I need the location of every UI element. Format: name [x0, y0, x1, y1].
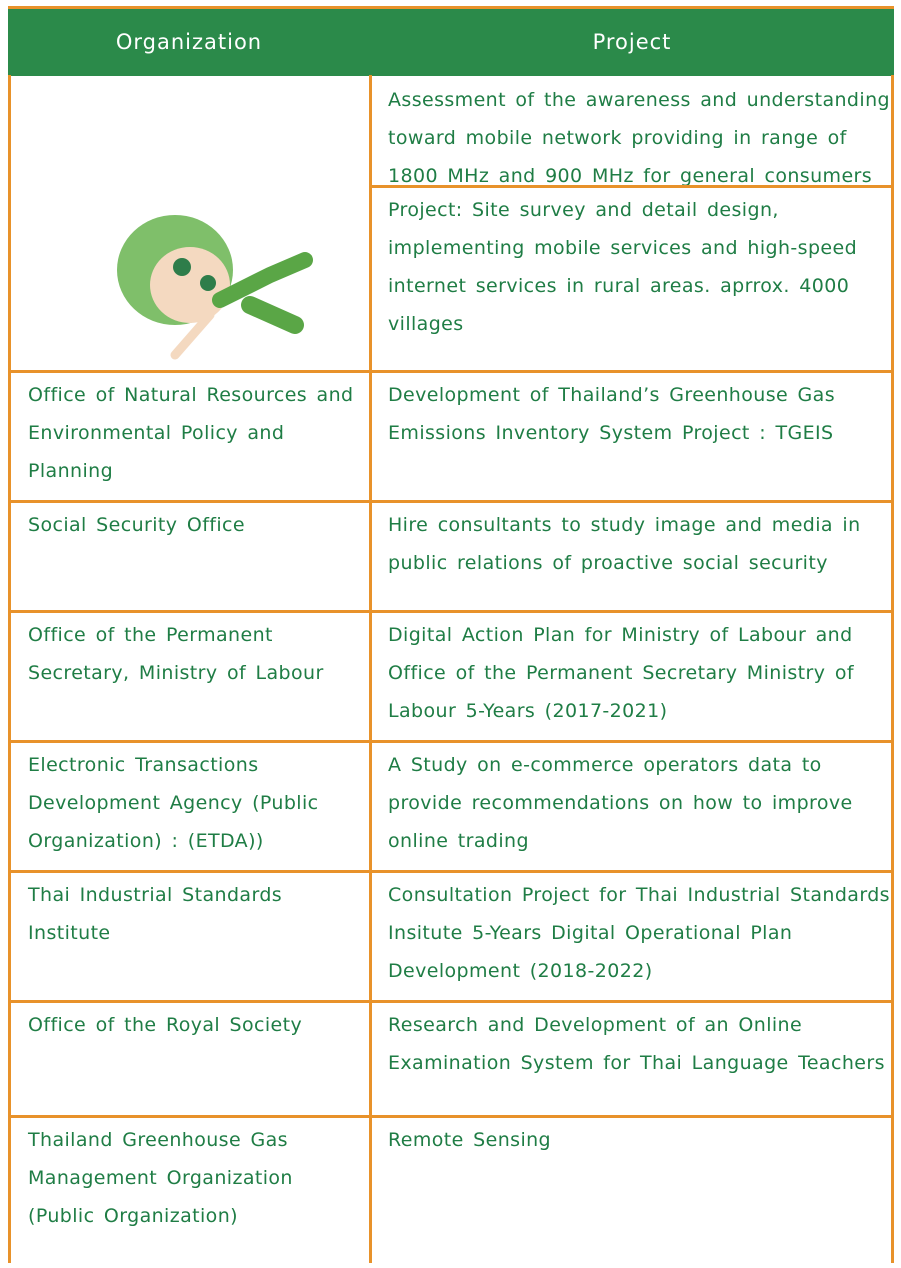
- organization-cell: Office of the Permanent Secretary, Minis…: [28, 624, 324, 684]
- organization-cell: Office of Natural Resources and Environm…: [28, 384, 354, 482]
- project-cell: Digital Action Plan for Ministry of Labo…: [388, 624, 854, 722]
- organization-cell: Electronic Transactions Development Agen…: [28, 754, 319, 852]
- row-divider: [370, 185, 894, 188]
- project-cell: Project: Site survey and detail design, …: [388, 199, 858, 335]
- organization-cell: Thai Industrial Standards Institute: [28, 884, 283, 944]
- organization-cell: Thailand Greenhouse Gas Management Organ…: [28, 1129, 293, 1227]
- row-divider: [8, 1115, 894, 1118]
- organization-cell: Office of the Royal Society: [28, 1014, 303, 1036]
- mascot-illustration: [117, 215, 313, 360]
- project-cell: Assessment of the awareness and understa…: [388, 89, 890, 187]
- row-divider: [8, 610, 894, 613]
- project-cell: Development of Thailand’s Greenhouse Gas…: [388, 384, 836, 444]
- project-cell: A Study on e-commerce operators data to …: [388, 754, 853, 852]
- row-divider: [8, 500, 894, 503]
- border-top: [8, 6, 894, 9]
- column-divider: [369, 75, 372, 1263]
- header-project: Project: [370, 8, 894, 76]
- project-cell: Consultation Project for Thai Industrial…: [388, 884, 890, 982]
- organization-cell: Social Security Office: [28, 514, 245, 536]
- row-divider: [8, 870, 894, 873]
- project-cell: Remote Sensing: [388, 1129, 552, 1151]
- border-right: [891, 75, 894, 1263]
- row-divider: [8, 370, 894, 373]
- header-organization: Organization: [8, 8, 370, 76]
- row-divider: [8, 740, 894, 743]
- border-left: [8, 75, 11, 1263]
- row-divider: [8, 1000, 894, 1003]
- project-cell: Hire consultants to study image and medi…: [388, 514, 861, 574]
- project-cell: Research and Development of an Online Ex…: [388, 1014, 885, 1074]
